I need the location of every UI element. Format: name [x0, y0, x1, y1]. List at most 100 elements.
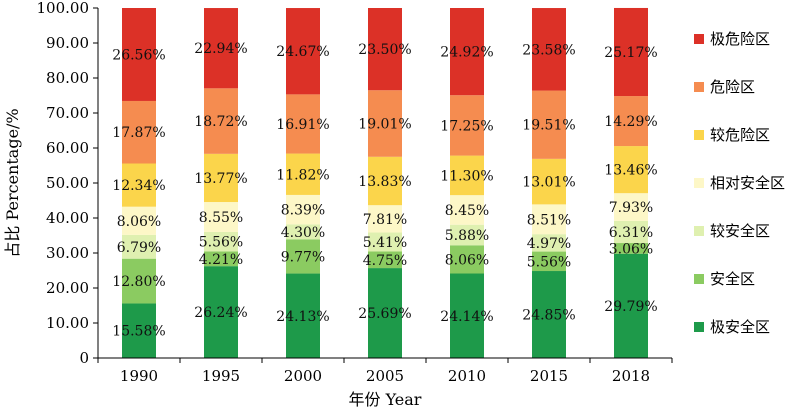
bar-segment	[122, 163, 156, 207]
data-label: 8.06%	[117, 214, 161, 230]
data-label: 15.58%	[112, 324, 165, 340]
bar-segment	[450, 95, 484, 156]
bar-segment	[204, 251, 238, 267]
data-label: 8.51%	[527, 212, 571, 228]
bar-segment	[204, 202, 238, 232]
x-tick-label: 2010	[448, 367, 486, 385]
data-label: 12.34%	[112, 178, 165, 194]
bar-segment	[450, 224, 484, 246]
data-label: 5.56%	[199, 235, 243, 251]
legend-swatch	[694, 226, 704, 236]
x-axis-title: 年份 Year	[349, 390, 422, 409]
data-label: 11.82%	[276, 167, 329, 183]
legend-label: 较安全区	[710, 222, 770, 240]
bar-segment	[122, 100, 156, 164]
bar-segment	[204, 8, 238, 89]
data-label: 4.21%	[199, 252, 243, 268]
bar-segment	[368, 232, 402, 252]
plot-area: 15.58% 12.80% 6.79% 8.06% 12.34% 17.87% 26.56%…	[112, 7, 658, 358]
bar-segment	[614, 253, 648, 358]
bar-segment	[122, 8, 156, 101]
bar-segment	[286, 224, 320, 240]
data-label: 16.91%	[276, 117, 329, 133]
data-label: 12.80%	[112, 274, 165, 290]
legend-label: 安全区	[710, 270, 755, 288]
data-label: 13.83%	[358, 174, 411, 190]
legend-swatch	[694, 322, 704, 332]
bar-segment	[614, 96, 648, 147]
legend-swatch	[694, 178, 704, 188]
data-label: 13.46%	[604, 163, 657, 179]
legend-label: 极安全区	[710, 318, 770, 336]
bar-segment	[368, 156, 402, 206]
legend-swatch	[694, 274, 704, 284]
data-label: 24.14%	[440, 309, 493, 325]
data-label: 3.06%	[609, 241, 653, 257]
data-label: 23.50%	[358, 42, 411, 58]
bar-segment	[286, 273, 320, 358]
legend-label: 相对安全区	[710, 174, 785, 192]
bar-segment	[532, 234, 566, 252]
bar-segment	[614, 146, 648, 194]
bar-segment	[614, 193, 648, 221]
bar-segment	[368, 8, 402, 91]
bar-segment	[450, 273, 484, 358]
data-label: 6.31%	[609, 225, 653, 241]
bar-segment	[286, 194, 320, 225]
bar-segment	[368, 251, 402, 269]
y-tick-label: 10.00	[46, 314, 89, 332]
y-tick-label: 40.00	[46, 209, 89, 227]
bar-segment	[614, 220, 648, 244]
y-axis-title: 占比 Percentage/%	[3, 108, 22, 257]
bar-segment	[614, 243, 648, 254]
y-tick-label: 0	[79, 349, 89, 367]
x-tick-label: 2018	[612, 367, 650, 385]
y-axis: 0 10.00 20.00 30.00 40.00 50.00 60.00 70.00 80.0…	[37, 0, 99, 367]
data-label: 4.30%	[281, 225, 325, 241]
bar-segment	[532, 90, 566, 159]
bar-segment	[286, 94, 320, 154]
data-label: 17.25%	[440, 118, 493, 134]
bar-segment	[532, 251, 566, 272]
bar-segment	[614, 7, 648, 97]
legend-label: 极危险区	[710, 30, 770, 48]
data-label: 17.87%	[112, 125, 165, 141]
data-label: 24.85%	[522, 308, 575, 324]
y-tick-label: 20.00	[46, 279, 89, 297]
bar-segment	[204, 88, 238, 154]
x-tick-label: 2005	[366, 367, 404, 385]
x-tick-label: 1990	[120, 367, 158, 385]
data-label: 4.75%	[363, 253, 407, 269]
bar-segment	[532, 204, 566, 235]
data-label: 5.41%	[363, 235, 407, 251]
data-label: 18.72%	[194, 114, 247, 130]
legend-label: 较危险区	[710, 126, 770, 144]
data-label: 26.56%	[112, 47, 165, 63]
bar-segment	[450, 195, 484, 225]
bar-segment	[368, 205, 402, 233]
x-axis: 1990 1995 2000 2005 2010 2015 2018	[97, 357, 673, 385]
bar-segment	[204, 231, 238, 252]
data-label: 9.77%	[281, 249, 325, 265]
bar-segment	[204, 266, 238, 358]
data-label: 23.58%	[522, 42, 575, 58]
data-label: 19.51%	[522, 118, 575, 134]
x-tick-label: 2000	[284, 367, 322, 385]
bar-segment	[368, 268, 402, 358]
data-label: 8.45%	[445, 203, 489, 219]
data-label: 11.30%	[440, 168, 493, 184]
data-label: 24.13%	[276, 309, 329, 325]
bar-segment	[122, 206, 156, 235]
bar-segment	[532, 271, 566, 358]
data-label: 24.67%	[276, 44, 329, 60]
data-label: 25.69%	[358, 306, 411, 322]
y-tick-label: 100.00	[37, 0, 90, 17]
bar-segment	[450, 245, 484, 274]
bar-segment	[532, 158, 566, 205]
bar-segment	[204, 153, 238, 203]
bar-segment	[532, 8, 566, 91]
bar-segment	[122, 258, 156, 304]
y-tick-label: 90.00	[46, 34, 89, 52]
